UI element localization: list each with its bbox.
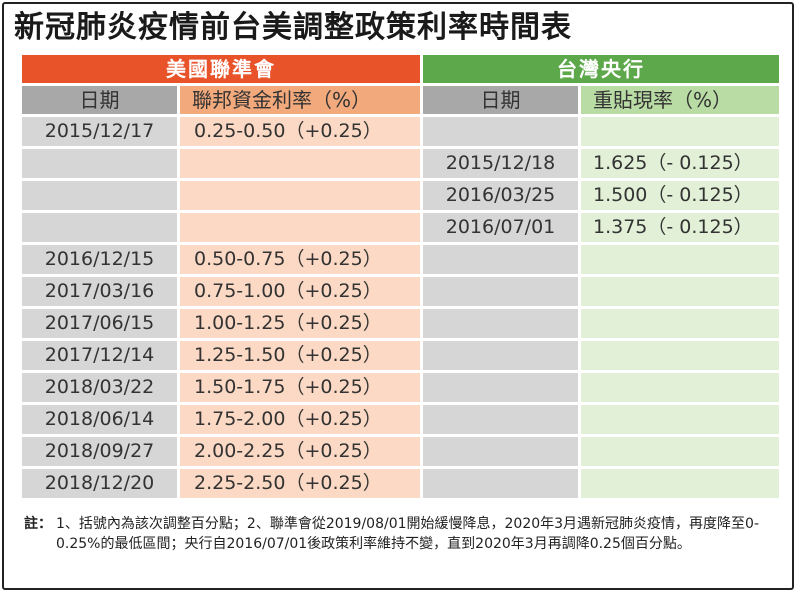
tw-rate-cell: 1.375（- 0.125） — [581, 213, 779, 242]
tw-rate-cell — [581, 373, 779, 402]
us-rate-cell: 1.75-2.00（+0.25） — [180, 405, 420, 434]
tw-rate-cell — [581, 277, 779, 306]
tw-date-cell — [423, 245, 578, 274]
page-title: 新冠肺炎疫情前台美調整政策利率時間表 — [14, 10, 572, 45]
tw-date-cell — [423, 117, 578, 146]
us-rate-cell — [180, 149, 420, 178]
us-date-cell: 2015/12/17 — [22, 117, 177, 146]
tw-rate-cell — [581, 437, 779, 466]
footnote: 註： 1、括號內為該次調整百分點；2、聯準會從2019/08/01開始緩慢降息，… — [24, 514, 782, 554]
us-rate-cell — [180, 181, 420, 210]
us-date-cell: 2018/06/14 — [22, 405, 177, 434]
us-rate-cell: 0.75-1.00（+0.25） — [180, 277, 420, 306]
us-rate-column-header: 聯邦資金利率（%） — [180, 86, 420, 114]
tw-date-cell — [423, 277, 578, 306]
tw-date-cell — [423, 437, 578, 466]
us-date-cell: 2016/12/15 — [22, 245, 177, 274]
us-date-column-header: 日期 — [22, 86, 177, 114]
us-date-cell — [22, 181, 177, 210]
tw-rate-cell — [581, 405, 779, 434]
rate-table: 美國聯準會 台灣央行 日期 聯邦資金利率（%） 日期 重貼現率（%） 2015/… — [22, 55, 780, 498]
us-rate-cell: 2.00-2.25（+0.25） — [180, 437, 420, 466]
footnote-label: 註： — [24, 516, 52, 532]
tw-rate-cell — [581, 117, 779, 146]
tw-rate-cell — [581, 341, 779, 370]
table-frame — [2, 2, 794, 590]
tw-date-cell: 2015/12/18 — [423, 149, 578, 178]
us-date-cell: 2017/03/16 — [22, 277, 177, 306]
us-fed-header: 美國聯準會 — [22, 55, 420, 83]
footnote-text: 1、括號內為該次調整百分點；2、聯準會從2019/08/01開始緩慢降息，202… — [56, 516, 759, 552]
tw-date-cell — [423, 469, 578, 498]
us-date-cell: 2018/03/22 — [22, 373, 177, 402]
tw-rate-column-header: 重貼現率（%） — [581, 86, 779, 114]
us-rate-cell: 2.25-2.50（+0.25） — [180, 469, 420, 498]
us-rate-cell: 1.50-1.75（+0.25） — [180, 373, 420, 402]
us-rate-cell — [180, 213, 420, 242]
us-date-cell: 2018/09/27 — [22, 437, 177, 466]
us-rate-cell: 0.50-0.75（+0.25） — [180, 245, 420, 274]
tw-date-cell — [423, 309, 578, 338]
us-rate-cell: 0.25-0.50（+0.25） — [180, 117, 420, 146]
us-date-cell: 2018/12/20 — [22, 469, 177, 498]
tw-rate-cell: 1.625（- 0.125） — [581, 149, 779, 178]
us-date-cell — [22, 149, 177, 178]
tw-date-cell — [423, 341, 578, 370]
tw-date-cell: 2016/07/01 — [423, 213, 578, 242]
us-date-cell: 2017/12/14 — [22, 341, 177, 370]
tw-rate-cell — [581, 309, 779, 338]
us-date-cell: 2017/06/15 — [22, 309, 177, 338]
us-rate-cell: 1.25-1.50（+0.25） — [180, 341, 420, 370]
tw-date-column-header: 日期 — [423, 86, 578, 114]
tw-rate-cell — [581, 469, 779, 498]
us-date-cell — [22, 213, 177, 242]
tw-cbc-header: 台灣央行 — [423, 55, 779, 83]
tw-rate-cell: 1.500（- 0.125） — [581, 181, 779, 210]
tw-date-cell — [423, 405, 578, 434]
tw-date-cell: 2016/03/25 — [423, 181, 578, 210]
us-rate-cell: 1.00-1.25（+0.25） — [180, 309, 420, 338]
tw-rate-cell — [581, 245, 779, 274]
tw-date-cell — [423, 373, 578, 402]
